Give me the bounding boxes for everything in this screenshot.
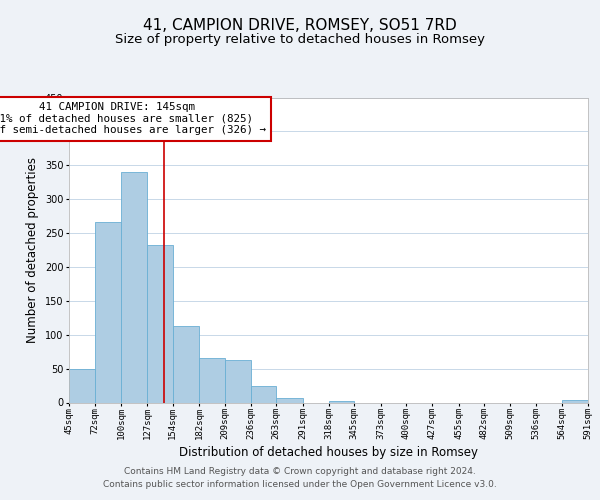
Bar <box>329 401 354 402</box>
Text: Contains HM Land Registry data © Crown copyright and database right 2024.: Contains HM Land Registry data © Crown c… <box>124 467 476 476</box>
Bar <box>147 246 173 402</box>
Text: Contains public sector information licensed under the Open Government Licence v3: Contains public sector information licen… <box>103 480 497 489</box>
Bar <box>69 368 95 402</box>
Bar <box>562 400 588 402</box>
Bar <box>251 386 276 402</box>
Text: 41, CAMPION DRIVE, ROMSEY, SO51 7RD: 41, CAMPION DRIVE, ROMSEY, SO51 7RD <box>143 18 457 32</box>
Bar <box>121 172 147 402</box>
Bar <box>95 222 121 402</box>
Y-axis label: Number of detached properties: Number of detached properties <box>26 157 39 343</box>
Text: 41 CAMPION DRIVE: 145sqm
← 71% of detached houses are smaller (825)
28% of semi-: 41 CAMPION DRIVE: 145sqm ← 71% of detach… <box>0 102 266 136</box>
Bar <box>225 360 251 403</box>
Bar <box>173 326 199 402</box>
Bar <box>199 358 225 403</box>
X-axis label: Distribution of detached houses by size in Romsey: Distribution of detached houses by size … <box>179 446 478 459</box>
Bar <box>276 398 303 402</box>
Text: Size of property relative to detached houses in Romsey: Size of property relative to detached ho… <box>115 32 485 46</box>
